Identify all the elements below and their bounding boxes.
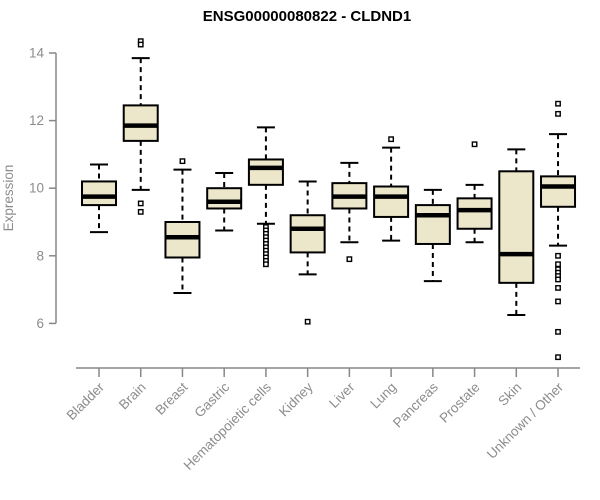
boxplot-unknown-other [540,100,577,361]
iqr-box [206,187,243,210]
outlier-point [555,100,561,107]
x-tick-label-unknown-other: Unknown / Other [484,379,567,462]
y-tick-label: 6 [36,316,44,331]
boxplot-bladder [81,163,117,234]
iqr-box [122,104,159,142]
outlier-point [304,318,311,325]
x-tick-label-lung: Lung [367,380,399,412]
x-tick-label-kidney: Kidney [276,379,316,419]
x-tick-label-gastric: Gastric [191,379,232,420]
outlier-point [555,298,561,305]
outlier-point [137,200,144,207]
outlier-point [555,276,561,283]
x-tick-label-liver: Liver [326,379,358,411]
iqr-box [289,214,326,254]
x-tick-label-pancreas: Pancreas [390,379,441,430]
iqr-box [164,221,201,259]
outlier-point [179,158,186,165]
iqr-box [456,197,493,230]
iqr-box [414,204,451,245]
boxplot-series [81,38,577,361]
boxplot-breast [164,158,201,294]
boxplot-hematopoietic-cells [247,126,284,268]
chart-title: ENSG00000080822 - CLDND1 [203,8,411,25]
boxplot-skin [498,148,535,316]
x-tick-label-skin: Skin [495,380,524,409]
outlier-point [555,285,561,291]
outlier-point [555,261,561,268]
x-tick-label-brain: Brain [116,380,149,413]
y-axis-label: Expression [1,165,16,232]
outlier-point [346,256,353,263]
boxplot-prostate [456,141,493,244]
x-tick-label-prostate: Prostate [437,380,483,426]
iqr-box [540,175,577,208]
boxplot-liver [331,161,368,263]
iqr-box [247,158,284,186]
boxplot-brain [122,38,159,215]
iqr-box [498,170,535,284]
iqr-box [373,185,410,218]
y-axis: 6 8 10 12 14 [29,46,57,331]
boxplot-gastric [206,171,243,232]
outlier-point [555,354,561,361]
x-tick-label-bladder: Bladder [64,379,108,423]
outlier-point [471,141,478,148]
y-tick-label: 12 [29,113,44,128]
iqr-box [81,180,117,207]
outlier-point [263,261,269,268]
x-tick-label-breast: Breast [152,379,190,417]
outlier-point [137,208,144,215]
outlier-point [137,41,144,48]
outlier-point [555,328,561,335]
y-tick-label: 14 [29,46,45,61]
outlier-point [555,110,561,117]
y-tick-label: 10 [29,181,44,196]
boxplot-kidney [289,180,326,325]
boxplot-lung [373,136,410,242]
outlier-point [388,136,395,143]
outlier-point [555,252,561,259]
y-tick-label: 8 [36,248,44,263]
boxplot-pancreas [414,188,451,283]
